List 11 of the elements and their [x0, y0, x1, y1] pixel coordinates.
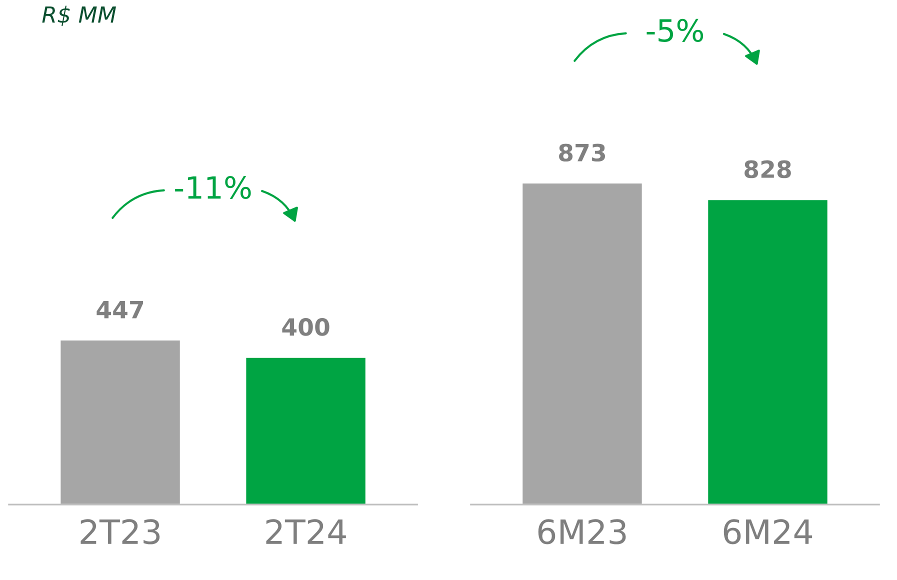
x-tick-label: 2T23	[80, 519, 160, 544]
text: -11%	[175, 176, 251, 200]
x-tick-label: 6M23	[538, 519, 626, 544]
data-label: 447	[96, 301, 144, 318]
data-label: 400	[282, 318, 330, 336]
chart-subtitle: R$ MM	[42, 6, 116, 26]
data-label: 873	[559, 144, 605, 162]
data-label: 828	[744, 160, 791, 178]
x-tick-label: 6M24	[724, 519, 812, 544]
text: -5%	[646, 18, 704, 42]
x-tick-label: 2T24	[266, 519, 346, 544]
